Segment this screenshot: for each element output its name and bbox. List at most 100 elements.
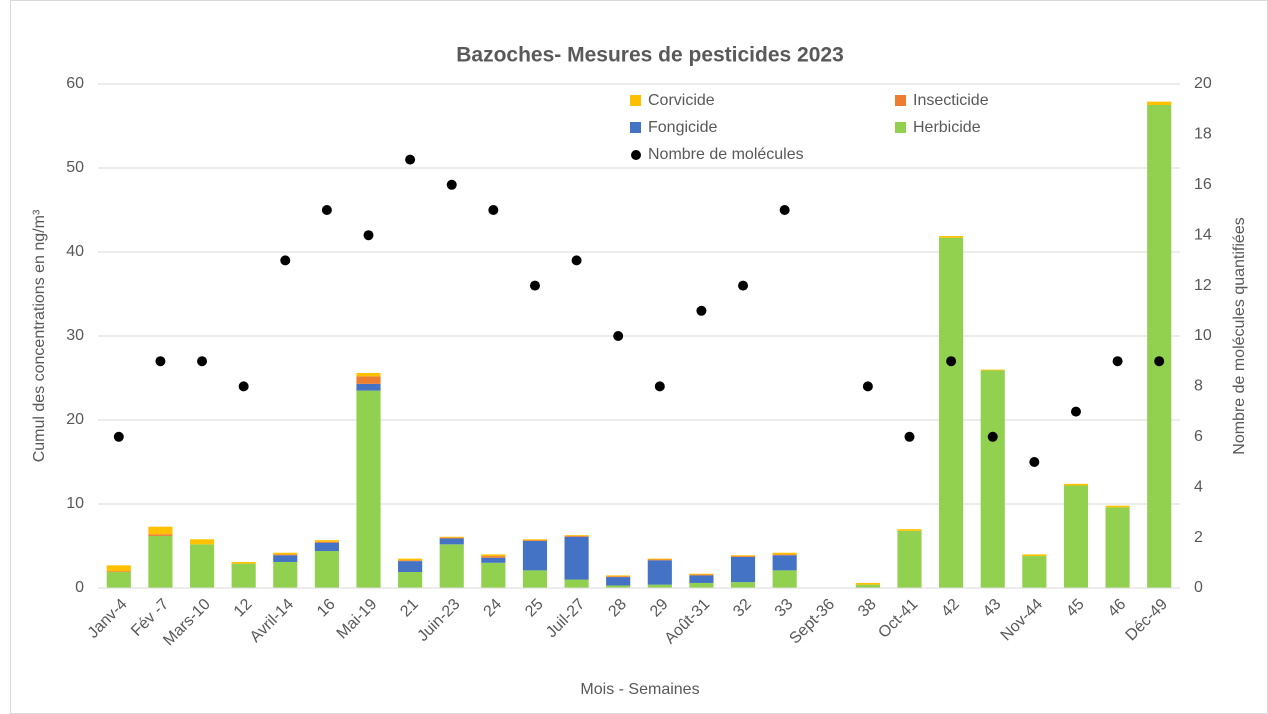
bar-segment bbox=[439, 536, 464, 538]
bar-segment bbox=[314, 541, 339, 543]
point bbox=[696, 305, 707, 316]
bar-segment bbox=[606, 576, 631, 578]
legend-label: Nombre de molécules bbox=[648, 146, 804, 163]
bar-segment bbox=[772, 555, 797, 571]
y2-tick-label: 0 bbox=[1194, 579, 1203, 596]
point bbox=[904, 431, 915, 442]
bar-segment bbox=[314, 540, 339, 542]
bar-segment bbox=[897, 529, 922, 531]
bar-segment bbox=[980, 370, 1005, 588]
bar-segment bbox=[564, 535, 589, 536]
legend-swatch bbox=[630, 122, 641, 133]
bar-segment bbox=[855, 584, 880, 588]
point bbox=[446, 179, 457, 190]
y-tick-label: 60 bbox=[66, 75, 84, 92]
y2-axis-label: Nombre de molécules quantifiées bbox=[1231, 217, 1248, 454]
y-axis-label: Cumul des concentrations en ng/m³ bbox=[31, 209, 48, 462]
bar-segment bbox=[939, 237, 964, 588]
point bbox=[363, 230, 374, 241]
bar-segment bbox=[522, 570, 548, 588]
bar-segment bbox=[564, 535, 589, 537]
legend-marker bbox=[631, 150, 641, 160]
x-axis-label: Mois - Semaines bbox=[580, 681, 699, 698]
y2-tick-label: 14 bbox=[1194, 226, 1212, 243]
y2-tick-label: 10 bbox=[1194, 327, 1212, 344]
y2-tick-label: 16 bbox=[1194, 176, 1212, 193]
bar-segment bbox=[730, 582, 756, 588]
bar-segment bbox=[273, 552, 298, 555]
bar-segment bbox=[439, 538, 464, 545]
bar-segment bbox=[1063, 483, 1089, 486]
bar-segment bbox=[398, 560, 423, 562]
bar-segment bbox=[647, 560, 672, 585]
bar-segment bbox=[1022, 556, 1047, 588]
bar-segment bbox=[772, 554, 797, 556]
point bbox=[280, 255, 291, 266]
y-tick-label: 20 bbox=[66, 411, 84, 428]
bar-segment bbox=[481, 562, 506, 588]
bar-segment bbox=[647, 584, 672, 588]
bar-segment bbox=[689, 582, 714, 588]
bar-segment bbox=[273, 561, 298, 588]
bar-segment bbox=[148, 534, 173, 536]
point bbox=[1154, 356, 1165, 367]
bar-segment bbox=[314, 551, 339, 588]
point bbox=[488, 205, 499, 215]
y-tick-label: 50 bbox=[66, 159, 84, 176]
chart-title: Bazoches- Mesures de pesticides 2023 bbox=[456, 44, 844, 67]
bar-segment bbox=[106, 565, 131, 572]
bar-segment bbox=[481, 557, 506, 563]
bar-segment bbox=[356, 372, 381, 377]
bar-segment bbox=[564, 536, 589, 580]
bar-segment bbox=[522, 539, 548, 541]
y-tick-label: 10 bbox=[66, 495, 84, 512]
bar-segment bbox=[689, 573, 714, 575]
bar-segment bbox=[647, 558, 672, 560]
point bbox=[987, 431, 998, 442]
legend-swatch bbox=[630, 95, 641, 106]
bar-segment bbox=[481, 554, 506, 557]
y2-tick-label: 18 bbox=[1194, 126, 1212, 143]
y2-tick-label: 8 bbox=[1194, 378, 1203, 395]
point bbox=[113, 431, 124, 442]
point bbox=[238, 381, 249, 392]
bar-segment bbox=[855, 582, 880, 585]
legend-label: Insecticide bbox=[913, 92, 989, 109]
point bbox=[405, 154, 416, 165]
bar-segment bbox=[439, 537, 464, 539]
legend-swatch bbox=[895, 122, 906, 133]
bar-segment bbox=[772, 570, 797, 588]
point bbox=[738, 280, 749, 291]
bar-segment bbox=[398, 572, 423, 588]
bar-segment bbox=[606, 585, 631, 588]
y-tick-label: 30 bbox=[66, 327, 84, 344]
bar-segment bbox=[106, 571, 131, 573]
bar-segment bbox=[106, 572, 131, 588]
bar-segment bbox=[1147, 105, 1172, 588]
bar-segment bbox=[522, 540, 548, 541]
bar-segment bbox=[564, 579, 589, 588]
bar-segment bbox=[231, 563, 256, 588]
bar-segment bbox=[148, 526, 173, 535]
point bbox=[1070, 406, 1081, 417]
bar-segment bbox=[980, 369, 1005, 371]
bar-segment bbox=[730, 556, 756, 557]
bar-segment bbox=[1105, 505, 1130, 508]
bar-segment bbox=[772, 552, 797, 555]
y-tick-label: 0 bbox=[75, 579, 84, 596]
bar-segment bbox=[148, 535, 173, 588]
bar-segment bbox=[439, 544, 464, 588]
bar-segment bbox=[273, 554, 298, 556]
bar-segment bbox=[398, 558, 423, 561]
bar-segment bbox=[689, 575, 714, 583]
point bbox=[946, 356, 957, 367]
y-tick-label: 40 bbox=[66, 243, 84, 260]
bar-segment bbox=[314, 542, 339, 552]
legend-label: Corvicide bbox=[648, 92, 715, 109]
y2-tick-label: 2 bbox=[1194, 529, 1203, 546]
bar-segment bbox=[730, 556, 756, 583]
point bbox=[155, 356, 166, 367]
legend-label: Fongicide bbox=[648, 119, 717, 136]
y2-tick-label: 4 bbox=[1194, 478, 1203, 495]
